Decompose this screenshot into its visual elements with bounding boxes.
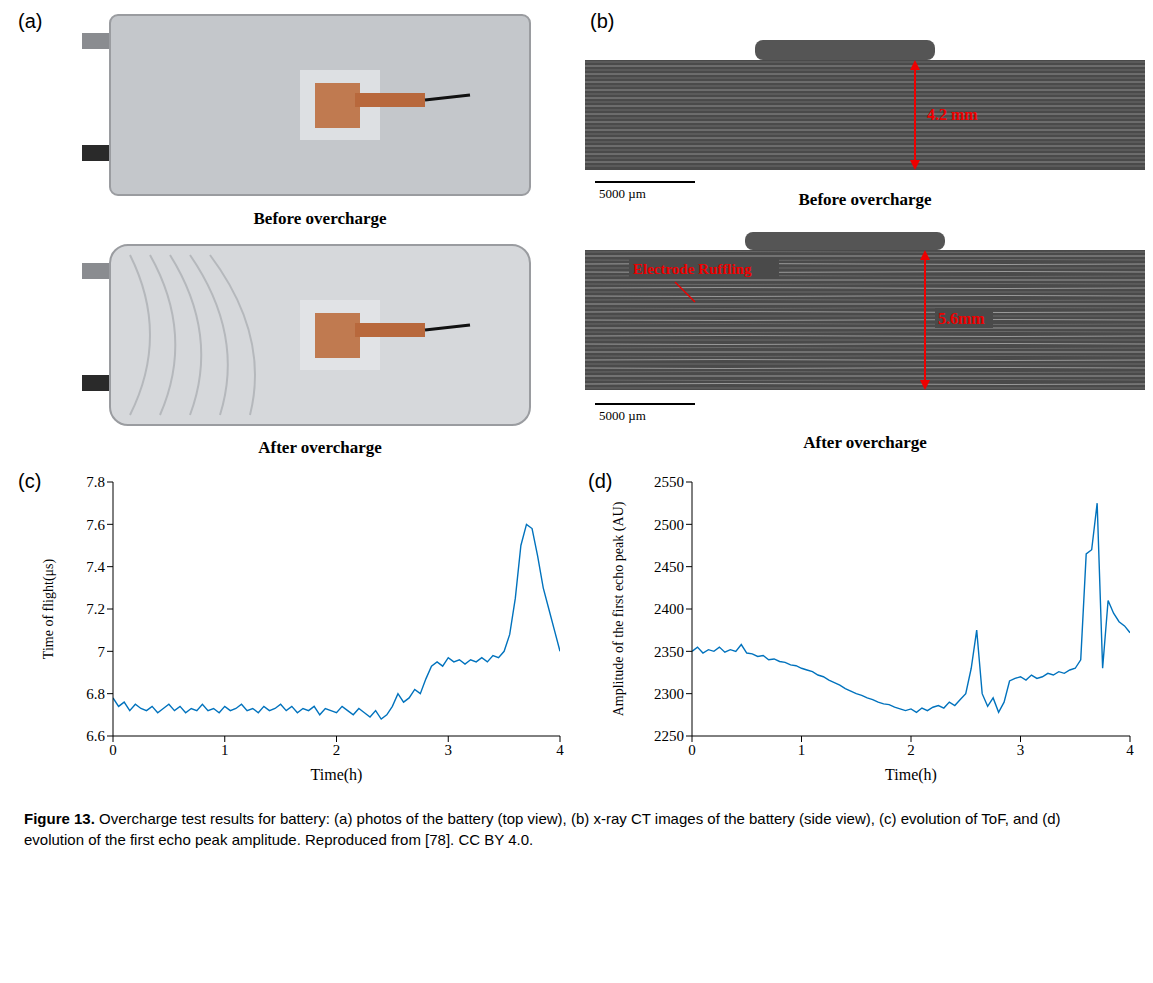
svg-text:2500: 2500 xyxy=(654,517,684,533)
svg-text:Time(h): Time(h) xyxy=(311,766,363,784)
svg-text:7.4: 7.4 xyxy=(86,559,105,575)
svg-text:7: 7 xyxy=(98,644,106,660)
svg-text:Time of flight(μs): Time of flight(μs) xyxy=(41,559,57,660)
svg-text:Electrode Ruffling: Electrode Ruffling xyxy=(633,261,752,277)
svg-text:2350: 2350 xyxy=(654,644,684,660)
svg-text:Amplitude of the first echo pe: Amplitude of the first echo peak (AU) xyxy=(611,501,627,716)
svg-text:1: 1 xyxy=(798,742,806,758)
svg-text:Time(h): Time(h) xyxy=(885,766,937,784)
svg-text:1: 1 xyxy=(221,742,229,758)
svg-text:2300: 2300 xyxy=(654,686,684,702)
svg-text:4: 4 xyxy=(556,742,564,758)
html-text:(d): (d) xyxy=(588,470,613,492)
svg-text:2550: 2550 xyxy=(654,474,684,490)
svg-text:6.6: 6.6 xyxy=(86,728,105,744)
svg-text:5000 µm: 5000 µm xyxy=(599,186,646,201)
svg-text:3: 3 xyxy=(445,742,453,758)
svg-text:4: 4 xyxy=(1126,742,1134,758)
svg-text:7.2: 7.2 xyxy=(86,601,105,617)
svg-text:After overcharge: After overcharge xyxy=(803,433,927,452)
svg-text:After overcharge: After overcharge xyxy=(258,438,382,457)
svg-text:6.8: 6.8 xyxy=(86,686,105,702)
svg-text:4.2 mm: 4.2 mm xyxy=(927,106,978,123)
html-text:(b): (b) xyxy=(590,10,615,32)
svg-text:2250: 2250 xyxy=(654,728,684,744)
svg-text:5.6mm: 5.6mm xyxy=(938,310,985,327)
svg-text:2: 2 xyxy=(907,742,915,758)
svg-text:3: 3 xyxy=(1017,742,1025,758)
svg-text:0: 0 xyxy=(688,742,696,758)
svg-text:Before overcharge: Before overcharge xyxy=(254,209,387,228)
svg-text:7.6: 7.6 xyxy=(86,517,105,533)
svg-text:0: 0 xyxy=(109,742,117,758)
svg-text:2400: 2400 xyxy=(654,601,684,617)
svg-text:2: 2 xyxy=(333,742,341,758)
svg-text:7.8: 7.8 xyxy=(86,474,105,490)
svg-text:2450: 2450 xyxy=(654,559,684,575)
html-text:(c): (c) xyxy=(18,470,42,492)
html-text:(a): (a) xyxy=(18,10,43,32)
html-text:Figure 13. Overcharge test res: Figure 13. Overcharge test results for b… xyxy=(24,810,1061,848)
svg-text:Before overcharge: Before overcharge xyxy=(799,190,932,209)
svg-text:5000 µm: 5000 µm xyxy=(599,408,646,423)
